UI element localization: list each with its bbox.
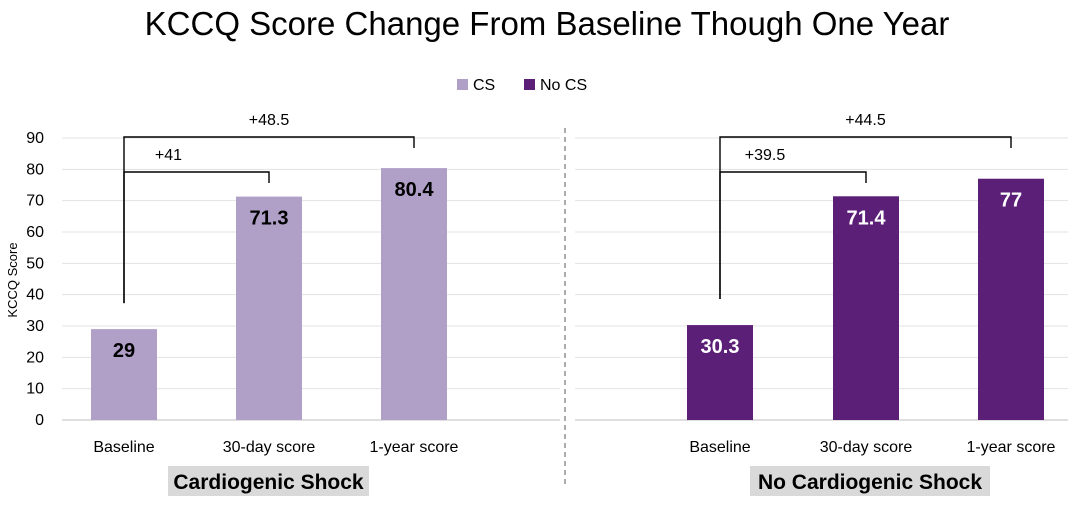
panel-cardiogenic-shock: 29 71.3 80.4 Baseline 30-day score 1-year sc… bbox=[91, 112, 459, 496]
y-tick-label: 60 bbox=[26, 224, 44, 241]
difference-brackets: +41 +48.5 bbox=[123, 112, 415, 304]
x-tick-label: 1-year score bbox=[967, 439, 1056, 456]
x-tick-label: Baseline bbox=[689, 439, 750, 456]
y-tick-label: 70 bbox=[26, 193, 44, 210]
y-tick-label: 0 bbox=[35, 412, 44, 429]
bar-value-label: 29 bbox=[113, 340, 135, 362]
difference-label: +39.5 bbox=[745, 147, 786, 164]
legend-label-no-cs: No CS bbox=[540, 77, 587, 94]
bars: 30.3 71.4 77 bbox=[687, 178, 1044, 420]
bar-value-label: 71.3 bbox=[250, 208, 289, 230]
bar-value-label: 30.3 bbox=[701, 336, 740, 358]
bar bbox=[687, 325, 753, 420]
x-tick-label: 30-day score bbox=[223, 439, 316, 456]
legend-swatch-no-cs bbox=[524, 79, 535, 90]
y-axis-ticks: 0 10 20 30 40 50 60 70 80 90 bbox=[26, 130, 44, 429]
legend-label-cs: CS bbox=[473, 77, 495, 94]
group-label: Cardiogenic Shock bbox=[173, 471, 364, 494]
x-tick-label: Baseline bbox=[93, 439, 154, 456]
legend-swatch-cs bbox=[457, 79, 468, 90]
group-label-box bbox=[168, 466, 369, 496]
y-tick-label: 30 bbox=[26, 318, 44, 335]
y-axis-label: KCCQ Score bbox=[5, 242, 20, 317]
y-tick-label: 50 bbox=[26, 255, 44, 272]
difference-label: +41 bbox=[155, 147, 182, 164]
difference-bracket bbox=[719, 136, 1012, 300]
group-label-box bbox=[750, 466, 990, 496]
bar bbox=[833, 196, 899, 420]
gridlines bbox=[62, 137, 1068, 421]
bar-value-label: 77 bbox=[1000, 190, 1022, 212]
category-labels: Baseline 30-day score 1-year score bbox=[93, 439, 458, 456]
panel-no-cardiogenic-shock: 30.3 71.4 77 Baseline 30-day score 1-year sc… bbox=[687, 112, 1056, 496]
bar bbox=[381, 168, 447, 420]
difference-label: +44.5 bbox=[845, 112, 886, 129]
y-tick-label: 90 bbox=[26, 130, 44, 147]
y-tick-label: 20 bbox=[26, 349, 44, 366]
difference-bracket bbox=[123, 136, 415, 304]
bar-value-label: 71.4 bbox=[847, 207, 887, 229]
bar bbox=[236, 196, 302, 420]
chart-title: KCCQ Score Change From Baseline Though O… bbox=[145, 5, 950, 42]
difference-brackets: +39.5 +44.5 bbox=[719, 112, 1012, 300]
x-tick-label: 1-year score bbox=[370, 439, 459, 456]
x-tick-label: 30-day score bbox=[820, 439, 913, 456]
y-tick-label: 10 bbox=[26, 381, 44, 398]
bar bbox=[978, 178, 1044, 420]
y-tick-label: 40 bbox=[26, 287, 44, 304]
legend: CS No CS bbox=[457, 77, 587, 94]
bars: 29 71.3 80.4 bbox=[91, 168, 447, 420]
bar-value-label: 80.4 bbox=[395, 179, 435, 201]
y-tick-label: 80 bbox=[26, 161, 44, 178]
bar bbox=[91, 329, 157, 420]
group-label: No Cardiogenic Shock bbox=[758, 471, 982, 494]
category-labels: Baseline 30-day score 1-year score bbox=[689, 439, 1055, 456]
difference-label: +48.5 bbox=[249, 112, 290, 129]
